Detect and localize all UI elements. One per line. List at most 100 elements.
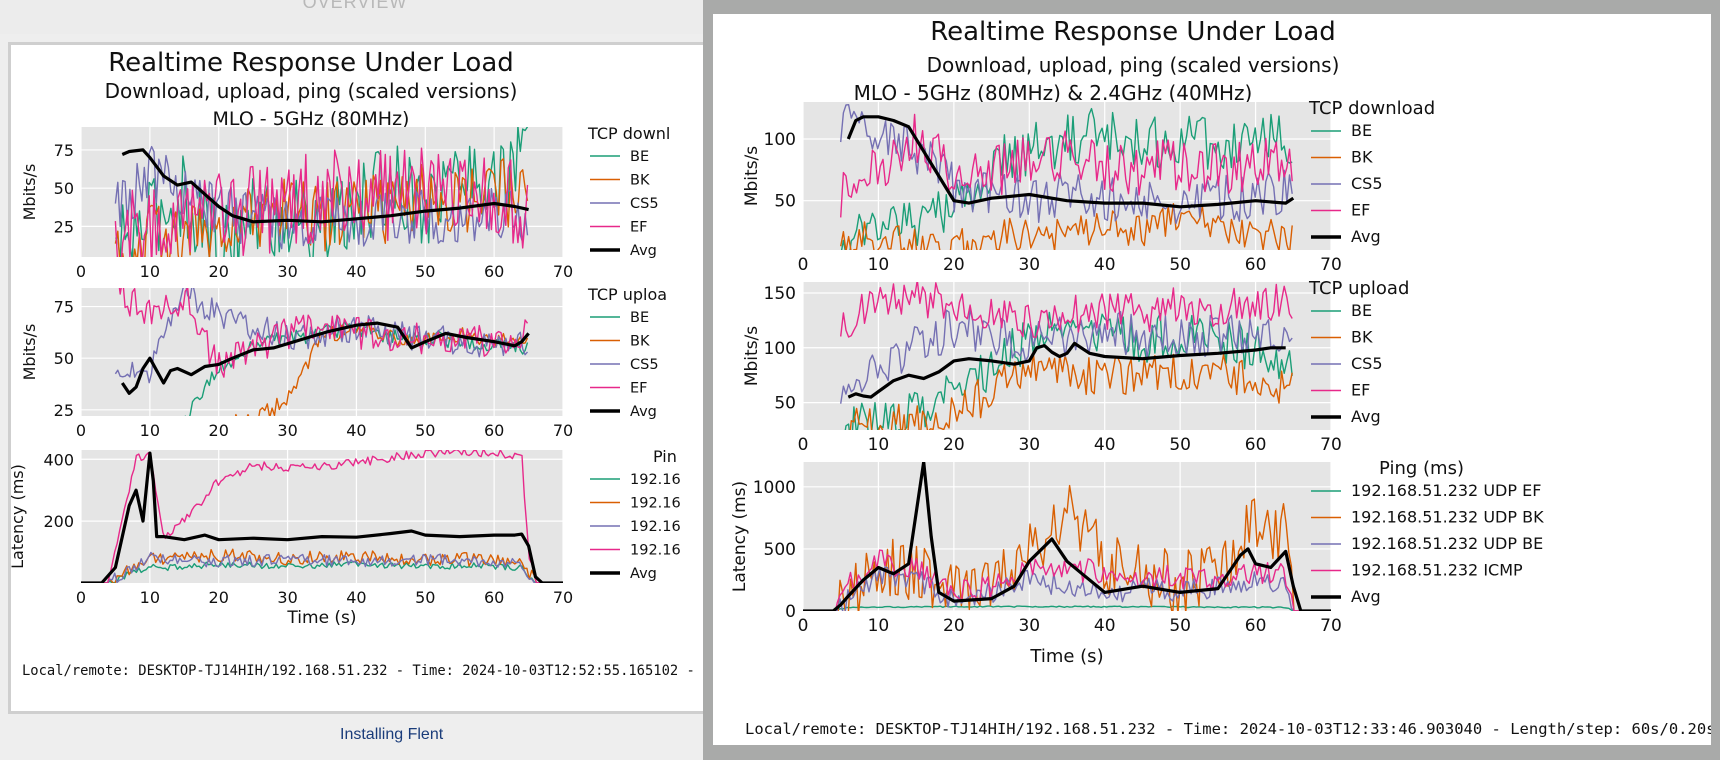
chart-caption: MLO - 5GHz (80MHz) bbox=[213, 108, 410, 130]
legend-entry: 192.168.51.232 UDP BE bbox=[1351, 534, 1543, 553]
y-tick-label: 1000 bbox=[753, 478, 796, 498]
x-tick-label: 30 bbox=[277, 588, 297, 607]
legend-entry: BK bbox=[630, 334, 650, 350]
x-tick-label: 10 bbox=[140, 588, 160, 607]
legend-entry: Avg bbox=[630, 404, 657, 420]
legend-entry: 192.16 bbox=[630, 472, 681, 488]
legend-entry: BE bbox=[630, 149, 649, 165]
chart-caption: MLO - 5GHz (80MHz) & 2.4GHz (40MHz) bbox=[854, 81, 1253, 105]
legend-entry: 192.168.51.232 UDP EF bbox=[1351, 481, 1541, 500]
y-tick-label: 50 bbox=[774, 192, 796, 212]
x-tick-label: 0 bbox=[76, 588, 86, 607]
series-line-ef bbox=[81, 450, 563, 583]
x-tick-label: 10 bbox=[868, 616, 890, 636]
legend-entry: EF bbox=[1351, 201, 1370, 220]
y-axis-label: Latency (ms) bbox=[11, 464, 27, 569]
legend-title: Pin bbox=[653, 447, 677, 466]
legend-entry: EF bbox=[630, 220, 648, 236]
x-tick-label: 40 bbox=[1094, 616, 1116, 636]
legend-entry: CS5 bbox=[630, 357, 659, 373]
x-tick-label: 70 bbox=[553, 421, 573, 440]
series-line-avg bbox=[846, 115, 1295, 209]
x-tick-label: 20 bbox=[209, 588, 229, 607]
legend-entry: BK bbox=[1351, 148, 1373, 167]
y-tick-label: 50 bbox=[54, 349, 74, 368]
legend-title: TCP uploa bbox=[587, 285, 667, 304]
series-line-cs5 bbox=[840, 308, 1293, 404]
series-line-be bbox=[840, 107, 1293, 250]
y-tick-label: 0 bbox=[785, 602, 796, 622]
x-tick-label: 60 bbox=[484, 421, 504, 440]
legend-entry: CS5 bbox=[630, 196, 659, 212]
x-tick-label: 30 bbox=[277, 262, 297, 281]
x-tick-label: 20 bbox=[943, 435, 965, 455]
x-tick-label: 0 bbox=[798, 616, 809, 636]
x-tick-label: 60 bbox=[1245, 616, 1267, 636]
series-line-be bbox=[81, 560, 563, 583]
x-tick-label: 70 bbox=[1320, 616, 1342, 636]
legend-entry: 192.16 bbox=[630, 543, 681, 559]
series-line-avg bbox=[120, 321, 530, 395]
legend-entry: CS5 bbox=[1351, 174, 1383, 193]
plot-area-upload bbox=[81, 288, 563, 416]
legend-entry: 192.168.51.232 UDP BK bbox=[1351, 508, 1544, 527]
series-line-be bbox=[844, 311, 1293, 430]
x-tick-label: 0 bbox=[76, 421, 86, 440]
x-tick-label: 50 bbox=[1169, 616, 1191, 636]
x-tick-label: 0 bbox=[798, 435, 809, 455]
x-tick-label: 70 bbox=[1320, 435, 1342, 455]
series-line-cs5 bbox=[81, 551, 563, 583]
panel-download: 0 10 20 30 40 50 60 70 25 50 75 Mbits/s TCP downl BE B… bbox=[20, 124, 670, 281]
x-tick-label: 20 bbox=[943, 616, 965, 636]
x-tick-label: 50 bbox=[415, 262, 435, 281]
plot-window-right[interactable]: Realtime Response Under Load Download, up… bbox=[713, 14, 1711, 745]
overview-strip: OVERVIEW bbox=[0, 0, 710, 34]
y-tick-label: 50 bbox=[774, 394, 796, 414]
legend-entry: Avg bbox=[1351, 407, 1381, 426]
x-tick-label: 40 bbox=[346, 421, 366, 440]
legend-entry: EF bbox=[1351, 381, 1370, 400]
x-tick-label: 40 bbox=[346, 588, 366, 607]
chart-title: Realtime Response Under Load bbox=[108, 48, 514, 78]
x-tick-label: 0 bbox=[76, 262, 86, 281]
overview-label: OVERVIEW bbox=[302, 0, 408, 12]
plot-window-left[interactable]: Realtime Response Under Load Download, up… bbox=[8, 42, 708, 714]
y-tick-label: 75 bbox=[54, 298, 74, 317]
footer-right: Local/remote: DESKTOP-TJ14HIH/192.168.51… bbox=[745, 720, 1711, 738]
series-line-cs5 bbox=[114, 288, 529, 384]
x-tick-label: 30 bbox=[277, 421, 297, 440]
legend-entry: BK bbox=[630, 173, 650, 189]
legend-entry: EF bbox=[630, 381, 648, 397]
y-axis-label: Mbits/s bbox=[742, 146, 762, 206]
chart-subtitle: Download, upload, ping (scaled versions) bbox=[927, 53, 1340, 77]
y-axis-label: Mbits/s bbox=[20, 164, 39, 221]
y-tick-label: 100 bbox=[764, 339, 796, 359]
x-tick-label: 10 bbox=[868, 435, 890, 455]
panel-upload: 0 10 20 30 40 50 60 70 25 50 75 Mbits/s TCP uploa BE B… bbox=[20, 285, 667, 440]
x-axis-label: Time (s) bbox=[286, 608, 356, 628]
taskbar-item-installing-flent[interactable]: Installing Flent bbox=[340, 726, 444, 743]
chart-right: Realtime Response Under Load Download, up… bbox=[730, 17, 1544, 667]
x-tick-label: 60 bbox=[1245, 255, 1267, 275]
series-line-avg bbox=[803, 462, 1331, 611]
x-tick-label: 30 bbox=[1018, 616, 1040, 636]
legend-entry: 192.16 bbox=[630, 519, 681, 535]
x-axis-label: Time (s) bbox=[1029, 646, 1103, 667]
legend-entry: 192.16 bbox=[630, 496, 681, 512]
legend-entry: Avg bbox=[630, 243, 657, 259]
x-tick-label: 40 bbox=[1094, 435, 1116, 455]
y-tick-label: 25 bbox=[54, 401, 74, 420]
series-line-avg bbox=[81, 451, 563, 583]
series-line-avg bbox=[121, 148, 529, 224]
y-tick-label: 100 bbox=[764, 130, 796, 150]
footer-left: Local/remote: DESKTOP-TJ14HIH/192.168.51… bbox=[22, 663, 708, 679]
x-tick-label: 50 bbox=[1169, 255, 1191, 275]
x-tick-label: 30 bbox=[1018, 435, 1040, 455]
legend-title: Ping (ms) bbox=[1379, 458, 1464, 479]
y-tick-label: 75 bbox=[54, 141, 74, 160]
panel-upload: 0 10 20 30 40 50 60 70 50 100 150 Mbits/s TCP upload… bbox=[742, 278, 1409, 455]
x-tick-label: 60 bbox=[484, 588, 504, 607]
x-tick-label: 40 bbox=[1094, 255, 1116, 275]
